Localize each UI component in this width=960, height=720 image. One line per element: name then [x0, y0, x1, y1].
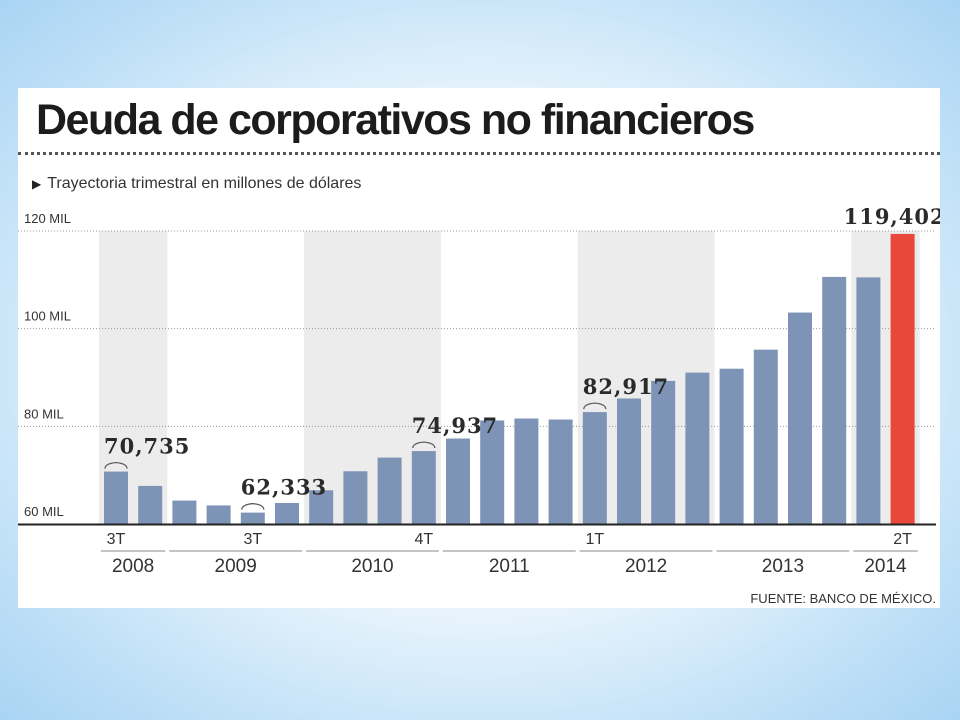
bar [822, 276, 847, 524]
bar [617, 398, 641, 524]
y-tick-label: 80 MIL [24, 406, 64, 421]
bar [548, 419, 573, 524]
quarter-label: 2T [893, 531, 912, 548]
chart-card: 60 MIL 80 MIL 100 MIL 120 MIL 70,735 3T 62,333… [18, 88, 940, 608]
bracket [412, 441, 436, 449]
year-label: 2010 [351, 556, 393, 577]
bar [206, 505, 231, 524]
data-label: 70,735 [104, 434, 190, 459]
year-label: 2014 [864, 556, 907, 577]
quarter-label: 3T [243, 531, 262, 548]
bar [890, 233, 915, 524]
quarter-label: 1T [585, 531, 604, 548]
data-label: 82,917 [583, 374, 669, 399]
bar [172, 500, 197, 524]
subtitle-text: Trayectoria trimestral en millones de dó… [47, 175, 362, 192]
bar [651, 380, 676, 524]
y-tick-label: 100 MIL [24, 309, 71, 324]
triangle-bullet-icon: ▶ [32, 177, 42, 191]
bar [377, 457, 402, 524]
year-label: 2012 [625, 556, 667, 577]
bracket [583, 402, 607, 410]
bar [719, 368, 744, 524]
bar [753, 349, 778, 524]
year-label: 2011 [489, 556, 530, 577]
year-label: 2013 [762, 556, 804, 577]
bracket [241, 503, 265, 510]
bar [480, 420, 505, 524]
source-note: FUENTE: BANCO DE MÉXICO. [750, 591, 936, 606]
y-tick-label: 60 MIL [24, 504, 64, 519]
bar-chart: 60 MIL 80 MIL 100 MIL 120 MIL 70,735 3T 62,333… [18, 204, 940, 577]
title-divider [18, 152, 940, 155]
quarter-label: 4T [414, 531, 433, 548]
year-label: 2008 [112, 556, 154, 577]
bar [788, 312, 812, 524]
y-tick-label: 120 MIL [24, 211, 71, 226]
bar [309, 490, 334, 524]
data-label: 74,937 [412, 413, 498, 438]
bar [685, 372, 710, 524]
bar [138, 485, 163, 524]
data-label: 119,402 [844, 204, 940, 229]
data-label: 62,333 [241, 475, 327, 500]
bar [514, 418, 539, 524]
bar [240, 512, 265, 524]
chart-subtitle: ▶ Trayectoria trimestral en millones de … [32, 175, 361, 193]
bar [582, 412, 607, 524]
year-label: 2009 [215, 556, 257, 577]
bar [856, 277, 881, 524]
bar [275, 503, 299, 524]
bracket [104, 461, 128, 469]
quarter-label: 3T [107, 531, 126, 548]
chart-title: Deuda de corporativos no financieros [36, 96, 755, 144]
bar [411, 451, 436, 524]
bar [104, 471, 128, 524]
bar [446, 438, 470, 524]
bar [343, 471, 368, 524]
